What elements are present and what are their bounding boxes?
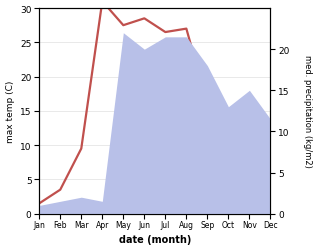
Y-axis label: max temp (C): max temp (C) — [5, 80, 15, 142]
X-axis label: date (month): date (month) — [119, 234, 191, 244]
Y-axis label: med. precipitation (kg/m2): med. precipitation (kg/m2) — [303, 55, 313, 168]
